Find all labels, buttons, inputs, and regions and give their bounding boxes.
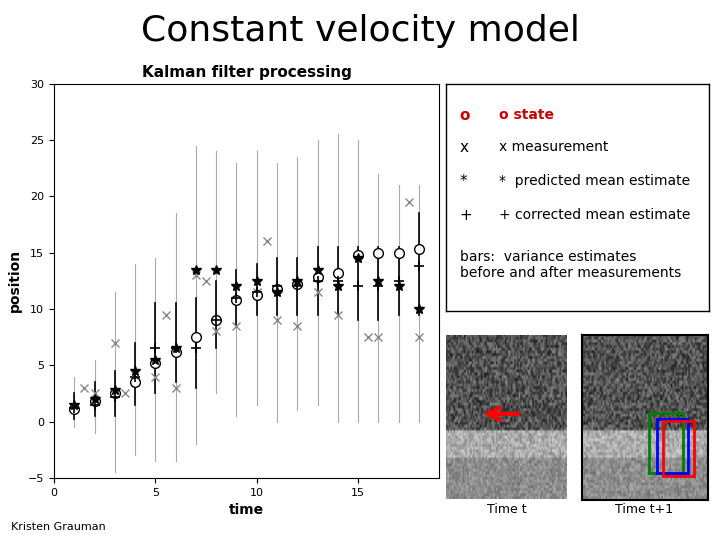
Bar — [649, 413, 683, 474]
Text: Constant velocity model: Constant velocity model — [140, 14, 580, 48]
Text: *: * — [459, 174, 467, 188]
Text: Time t+1: Time t+1 — [616, 503, 673, 516]
Title: Kalman filter processing: Kalman filter processing — [142, 65, 351, 80]
Text: Kristen Grauman: Kristen Grauman — [11, 522, 106, 532]
X-axis label: time: time — [229, 503, 264, 517]
Text: o state: o state — [499, 109, 554, 123]
Text: + corrected mean estimate: + corrected mean estimate — [499, 208, 690, 222]
Text: o: o — [459, 108, 470, 123]
Y-axis label: position: position — [9, 249, 22, 312]
Bar — [657, 418, 688, 474]
Text: *  predicted mean estimate: * predicted mean estimate — [499, 174, 690, 188]
Bar — [663, 421, 694, 476]
Text: Time t: Time t — [487, 503, 527, 516]
Text: x: x — [459, 140, 469, 154]
Text: bars:  variance estimates
before and after measurements: bars: variance estimates before and afte… — [459, 250, 681, 280]
Text: x measurement: x measurement — [499, 140, 608, 154]
Text: +: + — [459, 208, 472, 222]
